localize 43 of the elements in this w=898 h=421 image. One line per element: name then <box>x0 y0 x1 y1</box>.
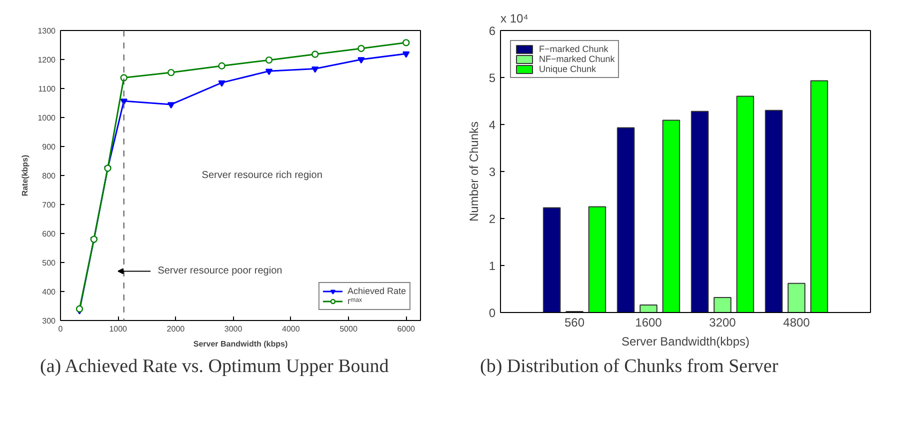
y-tick-label: 4 <box>488 118 496 132</box>
x-axis-title: Server Bandwidth (kbps) <box>193 340 288 348</box>
annotation: Server resource rich region <box>202 170 322 181</box>
y-tick-label: 300 <box>42 316 56 326</box>
legend-label: Achieved Rate <box>347 286 406 296</box>
y-tick-label: 5 <box>488 71 496 85</box>
y-tick-label: 0 <box>488 306 496 320</box>
x-tick-label: 2000 <box>166 324 186 334</box>
x-tick-label: 1000 <box>109 324 128 334</box>
x-tick-label: 560 <box>564 316 585 330</box>
y-tick-label: 500 <box>42 258 56 268</box>
y-tick-label: 700 <box>42 200 56 210</box>
legend-label: Unique Chunk <box>539 64 596 74</box>
y-tick-label: 1 <box>488 259 496 273</box>
x-tick-label: 4800 <box>783 316 810 330</box>
x-tick-label: 1600 <box>635 316 662 330</box>
text: (a) Achieved Rate vs. Optimum Upper Bound <box>40 356 389 379</box>
y-tick-label: 1100 <box>38 84 56 94</box>
legend-label: F−marked Chunk <box>539 44 608 54</box>
x-tick-label: 6000 <box>397 324 416 334</box>
x-tick-label: 3000 <box>224 324 243 334</box>
legend-label: rᵐᵃˣ <box>347 296 363 306</box>
y-tick-label: 800 <box>42 172 56 180</box>
y-tick-label: 1200 <box>38 56 56 64</box>
y-axis-title: Number of Chunks <box>466 121 481 222</box>
y-tick-label: 600 <box>42 230 56 238</box>
y-tick-label: 3 <box>488 165 496 179</box>
y-axis-title: Rate(kbps) <box>20 154 30 196</box>
x-axis-title: Server Bandwidth(kbps) <box>621 334 750 348</box>
y-tick-label: 1000 <box>38 114 56 122</box>
annotation: Server resource poor region <box>158 266 282 277</box>
y-tick-label: 400 <box>42 288 56 296</box>
x-tick-label: 3200 <box>709 316 736 330</box>
x-tick-label: 0 <box>58 324 64 334</box>
y-tick-label: 2 <box>488 212 496 226</box>
text: x 10⁴ <box>500 12 528 26</box>
legend-label: NF−marked Chunk <box>539 54 615 64</box>
y-tick-label: 1300 <box>38 26 56 36</box>
y-tick-label: 6 <box>488 24 496 38</box>
x-tick-label: 4000 <box>282 324 300 334</box>
text: (b) Distribution of Chunks from Server <box>480 356 778 379</box>
y-tick-label: 900 <box>42 142 56 152</box>
x-tick-label: 5000 <box>340 324 358 334</box>
